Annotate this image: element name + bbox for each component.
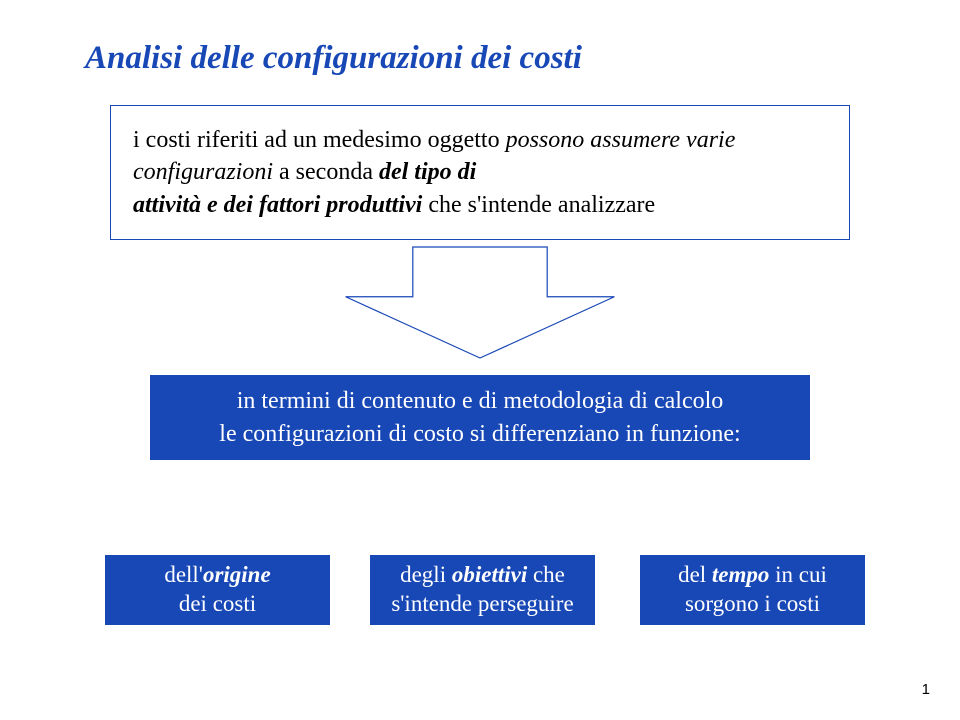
b3-l1a: del	[678, 562, 712, 587]
intro-l3-a: attività e dei fattori produttivi	[133, 192, 428, 218]
intro-line-3: attività e dei fattori produttivi che s'…	[133, 189, 827, 221]
slide-title: Analisi delle configurazioni dei costi	[85, 40, 582, 77]
bottom-1-line2: dei costi	[179, 590, 256, 619]
bottom-box-origine: dell'origine dei costi	[105, 555, 330, 625]
intro-l2-b: a seconda	[273, 159, 379, 185]
mid-line-1: in termini di contenuto e di metodologia…	[237, 385, 724, 417]
intro-line-2: configurazioni a seconda del tipo di	[133, 156, 827, 188]
mid-line-2: le configurazioni di costo si differenzi…	[219, 418, 740, 450]
b1-l1a: dell'	[164, 562, 203, 587]
intro-box: i costi riferiti ad un medesimo oggetto …	[110, 105, 850, 240]
b3-l1b: tempo	[712, 562, 770, 587]
intro-l2-c: del tipo di	[379, 159, 476, 185]
b2-l1c: che	[527, 562, 565, 587]
bottom-2-line1: degli obiettivi che	[400, 561, 565, 590]
bottom-3-line2: sorgono i costi	[685, 590, 820, 619]
intro-l1-a: i costi riferiti ad un medesimo oggetto	[133, 127, 506, 153]
bottom-1-line1: dell'origine	[164, 561, 270, 590]
bottom-box-tempo: del tempo in cui sorgono i costi	[640, 555, 865, 625]
intro-l3-b: che s'intende analizzare	[428, 192, 655, 218]
down-arrow	[340, 245, 620, 365]
bottom-3-line1: del tempo in cui	[678, 561, 827, 590]
intro-l1-b: possono assumere varie	[506, 127, 736, 153]
down-arrow-svg	[340, 245, 620, 360]
bottom-2-line2: s'intende perseguire	[391, 590, 573, 619]
mid-box: in termini di contenuto e di metodologia…	[150, 375, 810, 460]
intro-l2-a: configurazioni	[133, 159, 273, 185]
bottom-box-obiettivi: degli obiettivi che s'intende perseguire	[370, 555, 595, 625]
page-number: 1	[922, 681, 930, 698]
b2-l1b: obiettivi	[452, 562, 527, 587]
b2-l1a: degli	[400, 562, 452, 587]
b3-l1c: in cui	[769, 562, 827, 587]
b1-l1b: origine	[203, 562, 271, 587]
intro-line-1: i costi riferiti ad un medesimo oggetto …	[133, 124, 827, 156]
